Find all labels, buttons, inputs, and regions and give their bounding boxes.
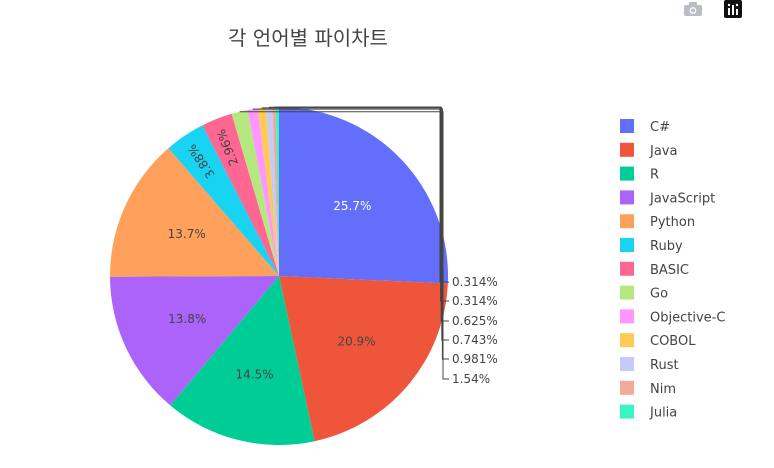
pie-label-julia: 0.314%	[452, 275, 498, 289]
legend-item-ruby[interactable]: Ruby	[620, 238, 683, 254]
legend-swatch	[620, 261, 634, 276]
pie-inside-labels: 25.7%20.9%14.5%13.8%13.7%3.88%2.96%	[168, 127, 376, 381]
legend-swatch	[620, 190, 634, 205]
pie-slice-rust[interactable]	[265, 107, 279, 276]
legend-item-r[interactable]: R	[620, 166, 659, 183]
pie-outside-labels: 0.314% 0.314% 0.625% 0.743% 0.981% 1.54%	[239, 106, 498, 386]
legend-item-python[interactable]: Python	[620, 214, 695, 230]
pie-label-r: 14.5%	[236, 367, 274, 381]
pie-slice-javascript[interactable]	[110, 276, 279, 406]
legend-swatch	[620, 333, 634, 348]
legend-swatch	[620, 166, 634, 181]
legend-item-go[interactable]: Go	[620, 285, 668, 302]
modebar	[682, 0, 744, 18]
legend-label: Ruby	[650, 239, 683, 254]
leader-line-rust	[269, 106, 449, 322]
pie-slice-basic[interactable]	[202, 113, 279, 277]
pie-label-nim: 0.314%	[452, 294, 498, 308]
pie-label-go: 1.54%	[452, 372, 490, 386]
leader-line-cobol	[261, 107, 449, 341]
legend-item-nim[interactable]: Nim	[620, 380, 676, 397]
leader-line-objective-c	[252, 108, 449, 360]
legend-item-csharp[interactable]: C#	[620, 119, 670, 135]
legend-item-cobol[interactable]: COBOL	[620, 333, 696, 349]
legend-swatch	[620, 142, 634, 157]
legend-label: COBOL	[650, 334, 696, 349]
legend-label: Rust	[650, 358, 679, 373]
legend-swatch	[620, 404, 634, 419]
plotly-logo-icon[interactable]	[722, 0, 744, 18]
pie-slice-objective-c[interactable]	[247, 108, 279, 276]
pie-label-rust: 0.625%	[452, 314, 498, 328]
pie-slice-java[interactable]	[279, 276, 448, 442]
legend-label: R	[650, 168, 659, 183]
pie-slice-go[interactable]	[231, 109, 279, 276]
legend-swatch	[620, 119, 634, 133]
legend-item-javascript[interactable]: JavaScript	[620, 190, 715, 206]
pie-label-javascript: 13.8%	[168, 312, 206, 326]
legend-swatch	[620, 357, 634, 371]
legend-label: Nim	[650, 382, 676, 397]
legend-swatch	[620, 214, 634, 229]
legend-item-rust[interactable]: Rust	[620, 357, 679, 373]
legend-label: Julia	[649, 406, 677, 421]
leader-line-go	[239, 111, 449, 380]
pie-slice-r[interactable]	[170, 276, 315, 445]
pie-slice-python[interactable]	[109, 148, 280, 277]
legend-label: Objective-C	[650, 310, 725, 325]
chart-title: 각 언어별 파이차트	[228, 26, 388, 50]
legend-swatch	[620, 380, 634, 395]
legend-item-basic[interactable]: BASIC	[620, 261, 689, 278]
pie-slice-julia[interactable]	[275, 106, 279, 276]
pie-label-java: 20.9%	[337, 334, 375, 348]
legend-label: C#	[650, 120, 670, 135]
pie-label-cobol: 0.743%	[452, 333, 498, 347]
pie-label-objective-c: 0.981%	[452, 352, 498, 366]
legend-item-java[interactable]: Java	[620, 142, 677, 159]
legend-label: Python	[650, 215, 695, 230]
legend-item-julia[interactable]: Julia	[620, 404, 677, 421]
legend-swatch	[620, 285, 634, 300]
legend-label: JavaScript	[649, 191, 715, 206]
pie-slice-ruby[interactable]	[168, 125, 279, 276]
legend-item-objective-c[interactable]: Objective-C	[620, 309, 725, 325]
legend-label: Go	[650, 287, 668, 302]
legend-label: Java	[649, 144, 677, 159]
legend-swatch	[620, 238, 634, 252]
pie-slice-cobol[interactable]	[257, 107, 279, 277]
camera-icon[interactable]	[682, 0, 704, 18]
legend-label: BASIC	[650, 263, 689, 278]
pie-slice-csharp[interactable]	[279, 107, 448, 284]
pie-label-python: 13.7%	[168, 227, 206, 241]
legend: C# Java R JavaScript Python Ruby BASIC Go Object…	[620, 119, 725, 421]
pie-slice-nim[interactable]	[272, 107, 279, 276]
pie-label-csharp: 25.7%	[333, 199, 371, 213]
legend-swatch	[620, 309, 634, 324]
pie-slices	[109, 106, 448, 445]
